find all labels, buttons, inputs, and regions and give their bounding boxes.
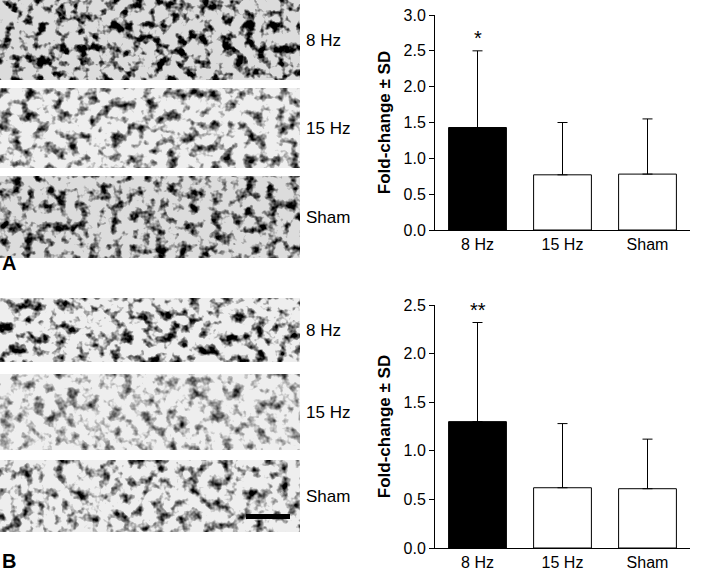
- svg-text:Fold-change ± SD: Fold-change ± SD: [375, 51, 394, 194]
- svg-text:8 Hz: 8 Hz: [461, 236, 494, 253]
- svg-text:1.0: 1.0: [404, 150, 426, 167]
- svg-text:1.5: 1.5: [404, 394, 426, 411]
- svg-text:A: A: [2, 252, 16, 274]
- svg-text:15 Hz: 15 Hz: [306, 403, 350, 422]
- svg-text:3.0: 3.0: [404, 7, 426, 24]
- svg-text:15 Hz: 15 Hz: [306, 119, 350, 138]
- svg-text:1.0: 1.0: [404, 442, 426, 459]
- svg-text:8 Hz: 8 Hz: [306, 321, 341, 340]
- svg-text:0.5: 0.5: [404, 491, 426, 508]
- svg-text:2.5: 2.5: [404, 297, 426, 314]
- svg-text:Fold-change ± SD: Fold-change ± SD: [375, 355, 394, 498]
- svg-text:0.0: 0.0: [404, 540, 426, 557]
- svg-text:2.0: 2.0: [404, 345, 426, 362]
- svg-text:Sham: Sham: [627, 236, 669, 253]
- svg-text:*: *: [474, 27, 482, 49]
- svg-text:0.0: 0.0: [404, 222, 426, 239]
- svg-text:8 Hz: 8 Hz: [461, 554, 494, 571]
- svg-text:0.5: 0.5: [404, 186, 426, 203]
- svg-text:B: B: [2, 550, 16, 572]
- svg-text:15 Hz: 15 Hz: [542, 554, 584, 571]
- svg-text:2.5: 2.5: [404, 42, 426, 59]
- svg-text:Sham: Sham: [306, 208, 350, 227]
- svg-text:2.0: 2.0: [404, 78, 426, 95]
- svg-text:Sham: Sham: [306, 487, 350, 506]
- svg-text:8 Hz: 8 Hz: [306, 31, 341, 50]
- svg-text:15 Hz: 15 Hz: [542, 236, 584, 253]
- svg-text:1.5: 1.5: [404, 114, 426, 131]
- svg-text:**: **: [470, 299, 486, 321]
- svg-text:Sham: Sham: [627, 554, 669, 571]
